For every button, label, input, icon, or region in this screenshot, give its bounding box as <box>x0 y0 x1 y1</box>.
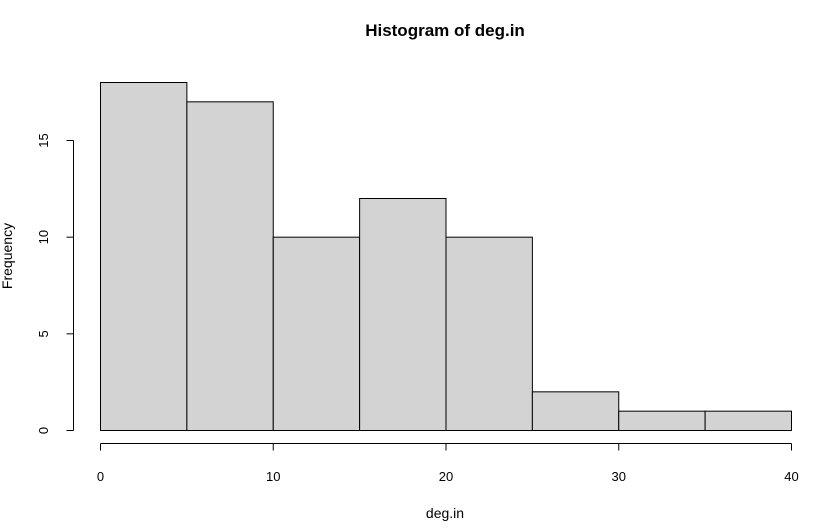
x-axis: 0 10 20 30 40 <box>97 443 799 484</box>
y-tick-label-10: 10 <box>36 230 51 244</box>
histogram-bar-5 <box>445 236 533 431</box>
histogram-bar-6 <box>531 391 620 432</box>
x-tick-label-40: 40 <box>784 469 798 484</box>
y-tick-label-5: 5 <box>36 330 51 337</box>
histogram-bar-8 <box>704 410 792 431</box>
histogram-bar-2 <box>186 101 274 431</box>
x-axis-label: deg.in <box>426 505 464 521</box>
histogram-bar-4 <box>359 198 447 431</box>
x-tick-label-10: 10 <box>266 469 280 484</box>
chart-title: Histogram of deg.in <box>365 21 525 40</box>
x-tick-label-30: 30 <box>612 469 626 484</box>
y-tick-label-15: 15 <box>36 133 51 147</box>
y-axis-label: Frequency <box>0 223 15 289</box>
bars-group <box>100 82 792 432</box>
x-tick-label-20: 20 <box>439 469 453 484</box>
histogram-bar-7 <box>618 410 706 431</box>
histogram-bar-1 <box>100 82 188 431</box>
y-axis: 0 5 10 15 <box>36 133 74 434</box>
x-tick-label-0: 0 <box>97 469 104 484</box>
y-tick-label-0: 0 <box>36 427 51 434</box>
histogram-bar-3 <box>272 236 361 431</box>
